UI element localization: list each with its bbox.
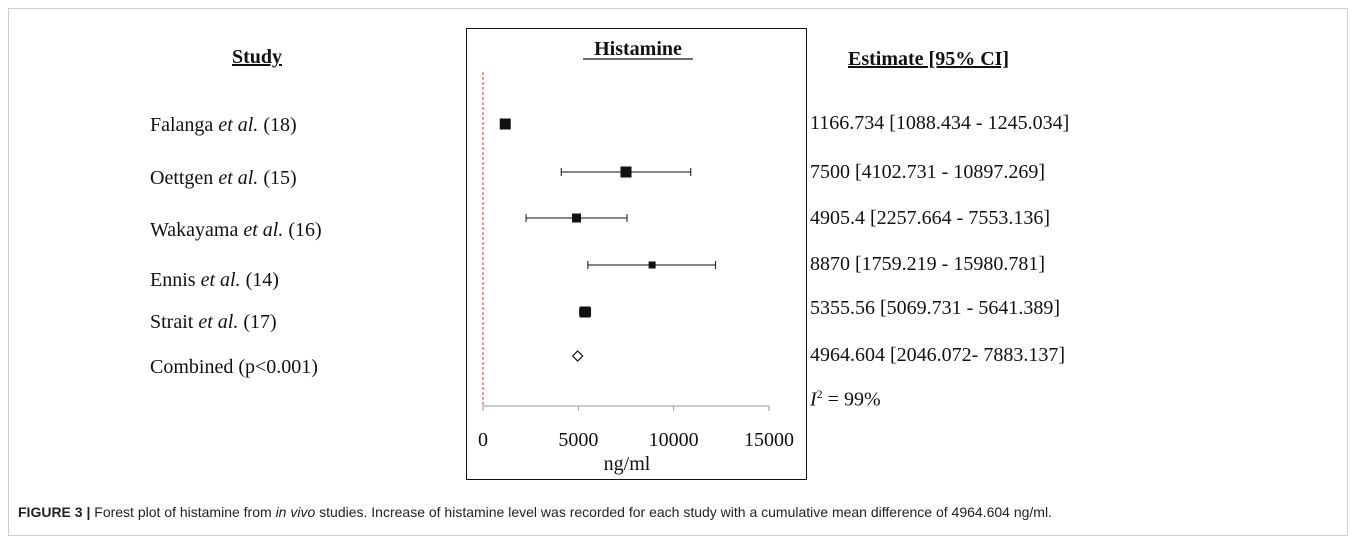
estimate-text: 4905.4 [2257.664 - 7553.136] xyxy=(810,207,1050,229)
estimate-point xyxy=(572,213,582,223)
forest-plot-panel xyxy=(466,28,807,480)
plot-title: Histamine xyxy=(594,38,682,60)
x-tick-label: 5000 xyxy=(558,429,598,451)
combined-diamond xyxy=(571,350,584,362)
study-label: Ennis et al. (14) xyxy=(150,269,279,291)
study-label: Falanga et al. (18) xyxy=(150,114,297,136)
estimate-point xyxy=(579,306,591,318)
study-label-combined: Combined (p<0.001) xyxy=(150,356,318,378)
study-label: Oettgen et al. (15) xyxy=(150,167,297,189)
heterogeneity-stat: I2 = 99% xyxy=(810,387,881,411)
estimate-text-combined: 4964.604 [2046.072- 7883.137] xyxy=(810,344,1065,366)
estimate-point xyxy=(648,261,656,269)
figure-caption: FIGURE 3 | Forest plot of histamine from… xyxy=(18,504,1052,520)
x-tick-label: 15000 xyxy=(744,429,794,451)
estimate-column-header: Estimate [95% CI] xyxy=(848,48,1010,70)
x-tick-label: 10000 xyxy=(649,429,699,451)
study-column-header: Study xyxy=(232,46,283,68)
estimate-text: 7500 [4102.731 - 10897.269] xyxy=(810,161,1045,183)
x-axis-label: ng/ml xyxy=(604,453,651,475)
x-tick-label: 0 xyxy=(478,429,488,451)
estimate-text: 1166.734 [1088.434 - 1245.034] xyxy=(810,112,1070,134)
estimate-point xyxy=(620,166,632,178)
study-label: Strait et al. (17) xyxy=(150,311,277,333)
estimate-text: 8870 [1759.219 - 15980.781] xyxy=(810,253,1045,275)
estimate-text: 5355.56 [5069.731 - 5641.389] xyxy=(810,297,1060,319)
estimate-point xyxy=(499,118,511,130)
figure-frame xyxy=(8,8,1348,536)
study-label: Wakayama et al. (16) xyxy=(150,219,322,241)
